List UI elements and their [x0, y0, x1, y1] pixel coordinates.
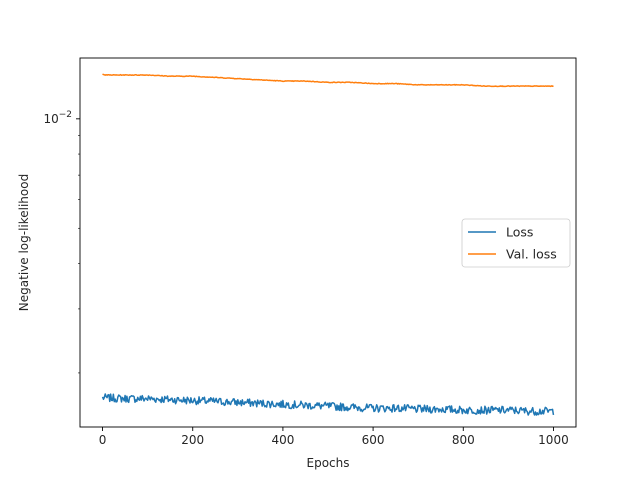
x-tick-label: 0 — [99, 433, 107, 447]
legend-label: Loss — [506, 225, 533, 240]
plot-area — [101, 73, 555, 416]
x-tick-label: 1000 — [538, 433, 569, 447]
x-tick-label: 600 — [362, 433, 385, 447]
plot-frame — [79, 57, 577, 428]
y-tick-label: 10−2 — [43, 110, 72, 126]
x-tick-label: 200 — [181, 433, 204, 447]
series-line-2 — [102, 73, 554, 88]
series-line-1 — [101, 393, 555, 416]
y-axis: 10−2 — [43, 110, 80, 374]
legend-box — [461, 218, 571, 268]
legend-label: Val. loss — [506, 247, 557, 262]
x-tick-label: 400 — [271, 433, 294, 447]
x-axis-label: Epochs — [307, 456, 350, 470]
y-axis-label: Negative log-likelihood — [17, 174, 31, 311]
x-tick-label: 800 — [452, 433, 475, 447]
x-axis: 0 200 400 600 800 1000 — [99, 427, 569, 447]
legend: Loss Val. loss — [461, 218, 571, 268]
